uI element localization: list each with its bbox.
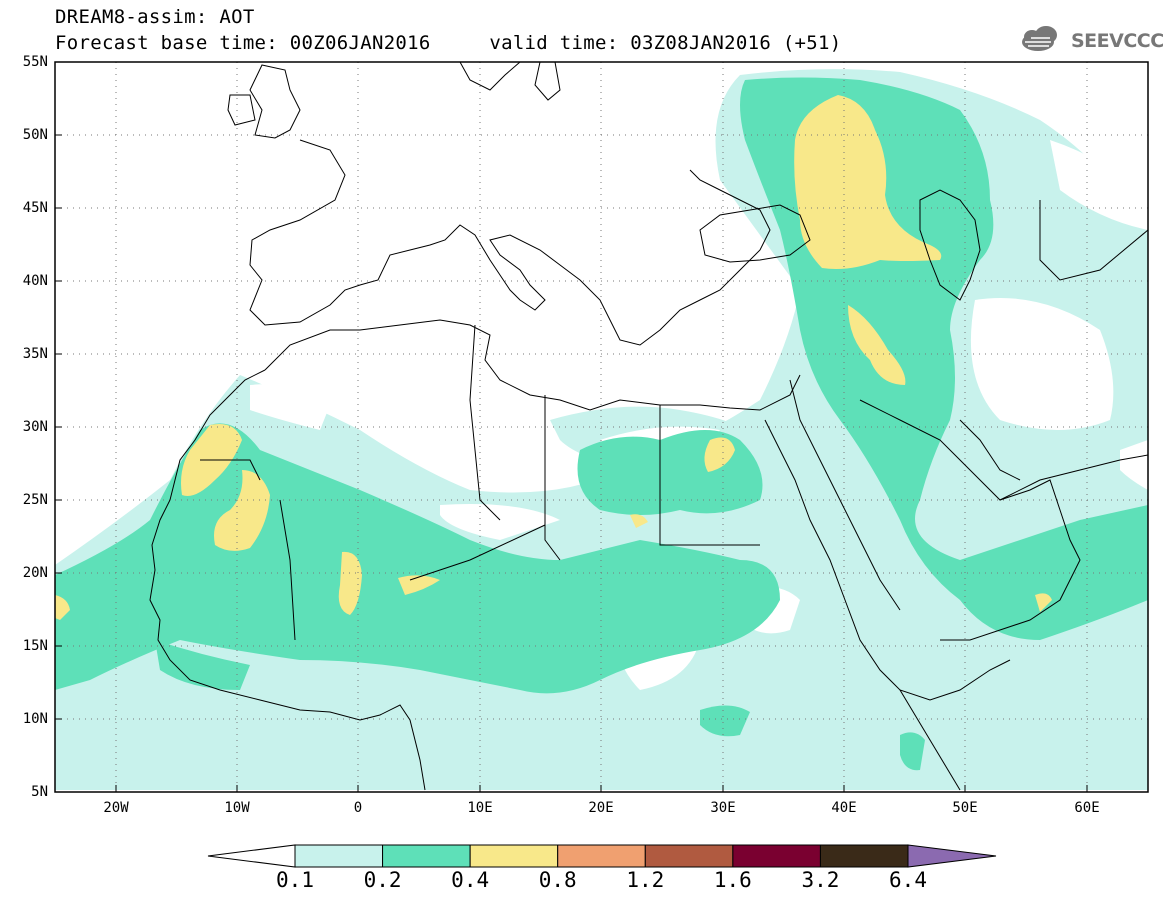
axis-ticks [55,134,1088,792]
lat-label: 20N [22,565,48,581]
colorbar-level-label: 6.4 [889,868,927,892]
colorbar-level-label: 0.8 [538,868,577,892]
lat-label: 55N [22,54,48,70]
lon-label: 40E [831,800,857,816]
lat-label: 15N [22,638,48,654]
lat-label: 35N [22,346,48,362]
lon-label: 60E [1074,800,1100,816]
lon-label: 20W [103,800,129,816]
colorbar-level-label: 1.2 [626,868,665,892]
colorbar-level-label: 0.1 [276,868,314,892]
map-title: DREAM8-assim: AOT [55,6,255,28]
colorbar-level-label: 3.2 [801,868,840,892]
seevccc-logo-text: SEEVCCC [1071,30,1164,52]
lat-label: 45N [22,200,48,216]
lon-label: 10E [467,800,493,816]
lat-label: 5N [31,784,48,800]
lat-label: 30N [22,419,48,435]
forecast-time-subtitle: Forecast base time: 00Z06JAN2016 valid t… [55,32,842,54]
lon-label: 20E [588,800,614,816]
cloud-logo-icon [1022,26,1057,51]
lat-label: 40N [22,273,48,289]
coastlines-borders [149,62,1148,791]
lat-label: 25N [22,492,48,508]
colorbar-level-label: 0.4 [451,868,490,892]
colorbar-level-label: 0.2 [363,868,402,892]
lon-label: 0 [353,800,363,816]
lat-label: 50N [22,127,48,143]
lon-label: 30E [710,800,736,816]
lon-label: 10W [224,800,250,816]
lon-label: 50E [952,800,978,816]
lat-lon-grid [55,62,1148,792]
aot-contour-fill [55,69,1148,790]
lat-label: 10N [22,711,48,727]
colorbar-level-label: 1.6 [713,868,752,892]
